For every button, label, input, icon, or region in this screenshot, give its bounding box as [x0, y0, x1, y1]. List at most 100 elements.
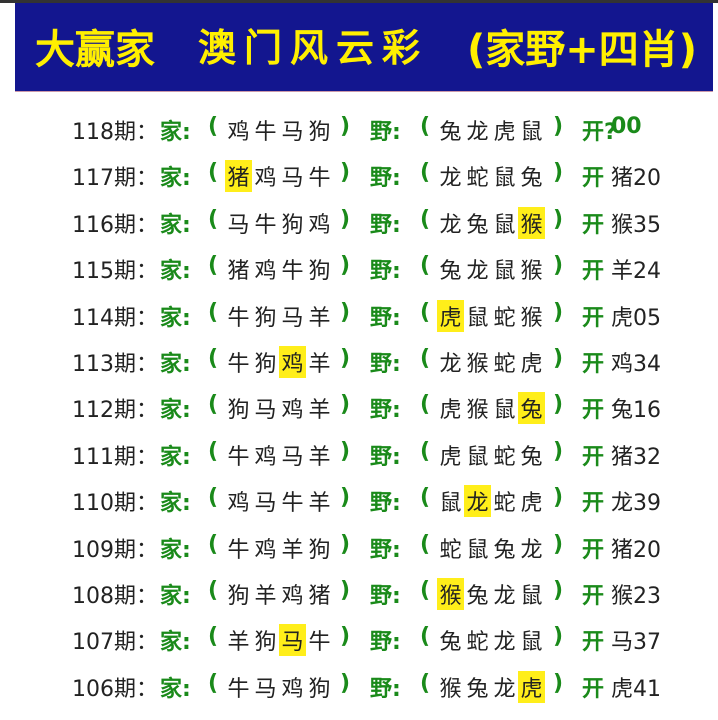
top-border: [0, 0, 718, 3]
animal-hit: 猴: [518, 206, 545, 239]
ye-label: 野:: [370, 120, 401, 145]
paren-close: ): [553, 346, 564, 371]
subtitle: (家野+四肖): [467, 27, 698, 73]
paren-close: ): [553, 670, 564, 696]
animal: 虎: [439, 398, 462, 424]
paren-close: ): [340, 438, 351, 464]
animal: 狗: [227, 398, 250, 424]
animal-hit: 猴: [437, 578, 464, 610]
paren-close: ): [340, 206, 351, 232]
animal: 虎: [493, 120, 516, 145]
jia-animals: 牛鸡马羊: [225, 439, 333, 471]
jia-animals: 狗马鸡羊: [225, 392, 333, 424]
ye-label: 野:: [370, 630, 401, 656]
paren-close: ): [340, 670, 351, 696]
animal: 兔: [493, 537, 516, 563]
open-label: 开: [582, 584, 605, 609]
animal: 猪: [308, 584, 331, 609]
animal: 鼠: [493, 259, 516, 285]
animal: 蛇: [493, 305, 516, 331]
table-row: 107期： 家:(羊狗马牛) 野:(兔蛇龙鼠) 开马37: [0, 618, 718, 658]
animal: 龙: [439, 212, 462, 238]
table-row: 117期： 家:(猪鸡马牛) 野:(龙蛇鼠兔) 开猪20: [0, 154, 718, 194]
jia-animals: 牛狗鸡羊: [225, 346, 333, 378]
jia-label: 家:: [160, 630, 191, 656]
period-label: 115期：: [72, 259, 158, 285]
animal: 鸡: [281, 676, 304, 702]
ye-label: 野:: [370, 212, 401, 238]
paren-open: (: [208, 624, 219, 650]
paren-open: (: [208, 346, 219, 371]
paren-close: ): [340, 253, 351, 279]
ye-label: 野:: [370, 259, 401, 285]
table-row: 114期： 家:(牛狗马羊) 野:(虎鼠蛇猴) 开虎05: [0, 294, 718, 334]
jia-label: 家:: [160, 491, 191, 517]
animal: 虎: [439, 444, 462, 470]
animal-hit: 猪: [225, 160, 252, 193]
period-label: 112期：: [72, 398, 158, 424]
animal: 马: [227, 212, 250, 238]
animal: 牛: [281, 259, 304, 285]
jia-animals: 狗羊鸡猪: [225, 578, 333, 610]
period-label: 113期：: [72, 352, 158, 377]
ye-animals: 兔蛇龙鼠: [437, 624, 545, 656]
animal: 羊: [308, 444, 331, 470]
animal: 狗: [281, 212, 304, 238]
open-label: 开: [582, 491, 605, 517]
jia-label: 家:: [160, 537, 191, 563]
period-label: 114期：: [72, 305, 158, 331]
ye-label: 野:: [370, 584, 401, 609]
ye-animals: 龙猴蛇虎: [437, 346, 545, 378]
animal: 兔: [466, 212, 489, 238]
period-label: 106期：: [72, 676, 158, 702]
result-value: 猴23: [611, 584, 661, 609]
paren-open: (: [208, 531, 219, 557]
ye-animals: 鼠龙蛇虎: [437, 485, 545, 518]
animal: 狗: [308, 120, 331, 145]
ye-animals: 虎猴鼠兔: [437, 392, 545, 425]
period-label: 108期：: [72, 584, 158, 609]
result-value: 鸡34: [611, 352, 661, 377]
animal: 羊: [308, 305, 331, 331]
animal: 龙: [493, 676, 516, 702]
paren-open: (: [420, 160, 431, 186]
animal-hit: 鸡: [279, 346, 306, 378]
ye-animals: 虎鼠蛇猴: [437, 299, 545, 332]
open-label: 开: [582, 676, 605, 702]
animal: 牛: [254, 212, 277, 238]
animal: 猴: [520, 259, 543, 285]
paren-close: ): [340, 392, 351, 418]
paren-open: (: [420, 253, 431, 279]
animal: 狗: [254, 352, 277, 377]
animal: 鼠: [493, 212, 516, 238]
jia-animals: 羊狗马牛: [225, 624, 333, 657]
period-label: 117期：: [72, 166, 158, 192]
paren-open: (: [208, 392, 219, 418]
table-row: 108期： 家:(狗羊鸡猪) 野:(猴兔龙鼠) 开猴23: [0, 572, 718, 612]
paren-open: (: [420, 392, 431, 418]
animal-hit: 龙: [464, 485, 491, 518]
table-row: 110期： 家:(鸡马牛羊) 野:(鼠龙蛇虎) 开龙39: [0, 479, 718, 519]
animal: 蛇: [493, 352, 516, 377]
animal: 牛: [254, 120, 277, 145]
animal: 马: [254, 398, 277, 424]
animal: 牛: [227, 444, 250, 470]
jia-label: 家:: [160, 305, 191, 331]
result-value: 猪20: [611, 537, 661, 563]
animal: 鼠: [493, 166, 516, 192]
animal: 牛: [227, 676, 250, 702]
animal: 鼠: [493, 398, 516, 424]
animal: 兔: [520, 444, 543, 470]
ye-label: 野:: [370, 491, 401, 517]
animal: 猴: [466, 352, 489, 377]
jia-animals: 牛鸡羊狗: [225, 532, 333, 564]
paren-open: (: [420, 531, 431, 557]
paren-close: ): [553, 114, 564, 139]
animal: 狗: [308, 259, 331, 285]
open-label: 开: [582, 537, 605, 563]
jia-animals: 猪鸡牛狗: [225, 253, 333, 285]
ye-animals: 龙兔鼠猴: [437, 206, 545, 239]
animal: 鸡: [281, 584, 304, 609]
animal: 鼠: [466, 537, 489, 563]
animal: 蛇: [466, 630, 489, 656]
